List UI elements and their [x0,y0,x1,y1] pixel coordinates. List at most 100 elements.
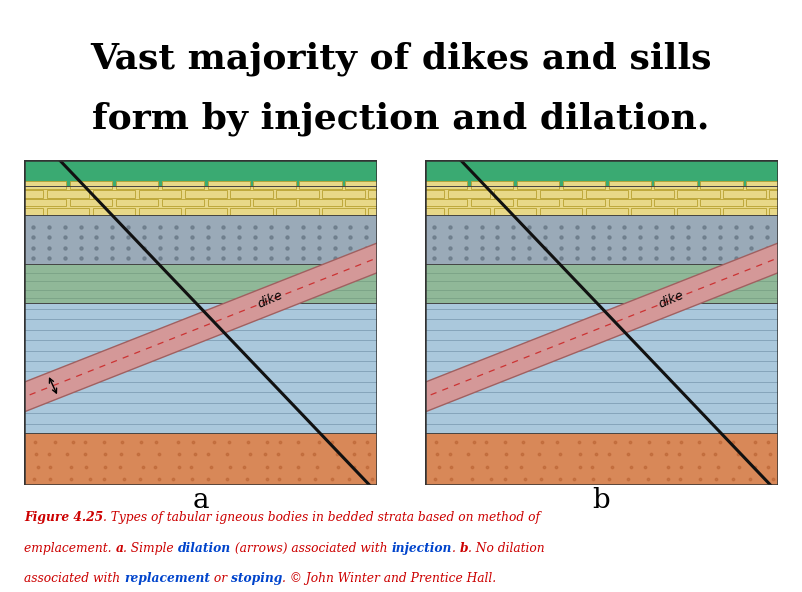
Text: a: a [115,542,124,555]
Text: . Types of tabular igneous bodies in bedded strata based on method of: . Types of tabular igneous bodies in bed… [103,511,541,525]
Bar [402,208,444,215]
Text: dike: dike [256,289,285,311]
Bar [700,181,743,189]
Bar [723,208,766,215]
Bar [516,181,559,189]
Text: stoping: stoping [231,572,282,585]
Bar [368,208,411,215]
Bar [425,264,778,303]
Bar [277,208,318,215]
Text: dilation: dilation [178,542,231,555]
Bar [425,186,778,215]
Bar [162,181,204,189]
Bar [471,181,513,189]
Bar [24,186,377,215]
Bar [299,181,342,189]
Bar [700,199,743,207]
Bar [253,199,296,207]
Bar [563,199,605,207]
Bar [322,208,365,215]
Bar [24,199,67,207]
Bar [425,160,778,186]
Bar [184,208,227,215]
Bar [769,208,802,215]
Text: a: a [192,487,209,514]
Bar [540,190,582,198]
Bar [299,199,342,207]
Bar [723,190,766,198]
Bar [208,199,250,207]
Bar [24,215,377,264]
Bar [631,190,674,198]
Polygon shape [402,239,801,417]
Bar [93,208,136,215]
Text: dike: dike [657,289,686,311]
Text: associated with: associated with [24,572,124,585]
Bar [425,181,468,189]
Bar [1,190,43,198]
Bar [792,199,802,207]
Bar [494,208,537,215]
Text: . Simple: . Simple [124,542,178,555]
Bar [24,181,67,189]
Text: replacement: replacement [124,572,210,585]
Bar [769,190,802,198]
Bar [609,199,651,207]
Bar [322,190,365,198]
Bar [563,181,605,189]
Bar [277,190,318,198]
Bar [471,199,513,207]
Text: Figure 4.25: Figure 4.25 [24,511,103,525]
Bar [162,199,204,207]
Bar [448,208,490,215]
Bar [516,199,559,207]
Text: . © John Winter and Prentice Hall.: . © John Winter and Prentice Hall. [282,572,496,585]
Bar [792,181,802,189]
Bar [391,199,433,207]
Bar [24,160,377,186]
Bar [230,190,273,198]
Text: b: b [593,487,610,514]
Bar [47,190,89,198]
Bar [585,208,628,215]
Bar [654,181,697,189]
Text: or: or [210,572,231,585]
Bar [746,181,788,189]
Bar [402,190,444,198]
Text: b: b [460,542,468,555]
Bar [425,215,778,264]
Bar [585,190,628,198]
Bar [208,181,250,189]
Bar [24,433,377,485]
Bar [425,433,778,485]
Bar [425,303,778,433]
Bar [24,264,377,303]
Text: . No dilation: . No dilation [468,542,545,555]
Bar [494,190,537,198]
Bar [609,181,651,189]
Bar [115,199,158,207]
Bar [24,303,377,433]
Bar [448,190,490,198]
Bar [746,199,788,207]
Bar [391,181,433,189]
Bar [47,208,89,215]
Bar [345,199,387,207]
Bar [654,199,697,207]
Bar [70,199,112,207]
Bar [678,190,719,198]
Text: .: . [452,542,460,555]
Bar [139,208,181,215]
Text: form by injection and dilation.: form by injection and dilation. [92,101,710,136]
Bar [115,181,158,189]
Bar [93,190,136,198]
Bar [70,181,112,189]
Bar [540,208,582,215]
Text: (arrows) associated with: (arrows) associated with [231,542,391,555]
Text: Vast majority of dikes and sills: Vast majority of dikes and sills [91,42,711,76]
Polygon shape [1,239,400,417]
Bar [345,181,387,189]
Bar [631,208,674,215]
Text: injection: injection [391,542,452,555]
Bar [184,190,227,198]
